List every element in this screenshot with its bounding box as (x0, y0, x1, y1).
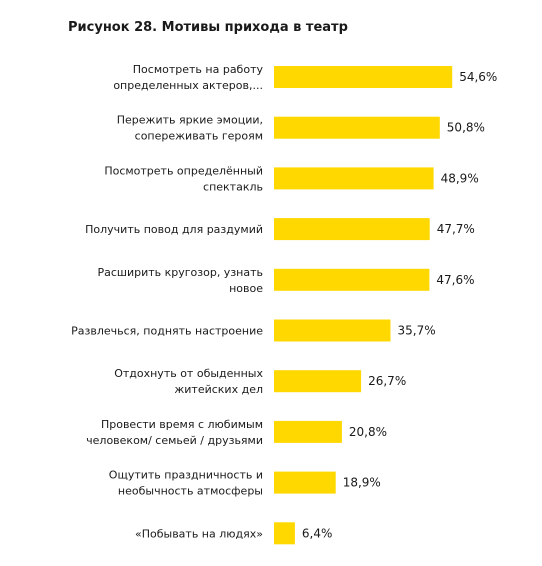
bar-1 (274, 116, 440, 139)
category-label-2-line-1: спектакль (203, 180, 263, 193)
category-label-2-line-0: Посмотреть определённый (104, 164, 263, 177)
bar-4 (274, 268, 430, 291)
bar-8 (274, 471, 336, 494)
data-label-9: 6,4% (302, 526, 333, 540)
data-label-6: 26,7% (368, 374, 406, 388)
category-label-0-line-0: Посмотреть на работу (133, 63, 264, 76)
data-label-8: 18,9% (343, 476, 381, 490)
category-label-9: «Побывать на людях» (135, 527, 263, 540)
data-label-0: 54,6% (459, 70, 497, 84)
data-label-7: 20,8% (349, 425, 387, 439)
category-label-6-line-0: Отдохнуть от обыденных (114, 367, 263, 380)
chart-title: Рисунок 28. Мотивы прихода в театр (68, 20, 348, 35)
category-label-1-line-0: Пережить яркие эмоции, (117, 114, 263, 127)
category-label-7-line-0: Провести время с любимым (101, 418, 263, 431)
bar-7 (274, 420, 342, 443)
data-label-4: 47,6% (436, 273, 474, 287)
bar-3 (274, 218, 430, 241)
category-label-7-line-1: человеком/ семьей / друзьями (86, 434, 263, 447)
category-label-8-line-1: необычность атмосферы (118, 485, 263, 498)
bar-2 (274, 167, 434, 190)
category-label-3: Получить повод для раздумий (85, 223, 263, 236)
data-label-2: 48,9% (441, 171, 479, 185)
bar-9 (274, 522, 295, 545)
data-label-3: 47,7% (437, 222, 475, 236)
bar-6 (274, 370, 362, 393)
bar-0 (274, 66, 453, 88)
category-label-6-line-1: житейских дел (174, 383, 263, 396)
category-label-0-line-1: определенных актеров,... (113, 79, 263, 92)
category-label-1-line-1: сопереживать героям (135, 130, 263, 143)
data-label-5: 35,7% (398, 324, 436, 338)
category-label-4-line-0: Расширить кругозор, узнать (97, 266, 263, 279)
category-label-8-line-0: Ощутить праздничность и (109, 469, 263, 482)
category-label-4-line-1: новое (229, 282, 263, 295)
category-label-5: Развлечься, поднять настроение (71, 325, 263, 338)
data-label-1: 50,8% (447, 121, 485, 135)
bar-5 (274, 319, 391, 342)
